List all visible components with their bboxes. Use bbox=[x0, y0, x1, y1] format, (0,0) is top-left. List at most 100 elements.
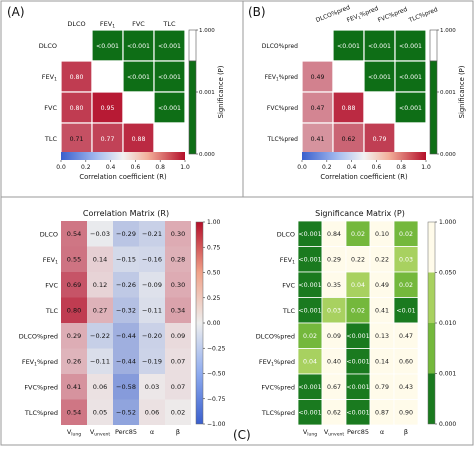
sig-col-label-3: α bbox=[380, 428, 384, 436]
corr-row-label-5-suffix: %pred bbox=[37, 358, 58, 366]
corr-row-label-1: FEV1 bbox=[43, 256, 58, 266]
corr-cell-7-4 bbox=[165, 399, 191, 425]
sig-cell-value-7-4: 0.90 bbox=[399, 410, 413, 417]
cell-0-0 bbox=[60, 29, 93, 62]
corr-row-label-5: FEV1%pred bbox=[22, 358, 58, 368]
corr-cell-2-4 bbox=[165, 272, 191, 298]
corr-cell-1-3 bbox=[139, 246, 165, 272]
corr-col-label-3: α bbox=[150, 428, 154, 436]
corr-col-label-1-base: V bbox=[90, 428, 95, 436]
sig-col-label-3-base: α bbox=[380, 428, 384, 436]
panel-c-frame bbox=[0, 196, 474, 446]
cell-value-2-1: 0.95 bbox=[101, 105, 115, 112]
corr-tick-label-5: 1.0 bbox=[180, 164, 190, 171]
corr-cell-value-6-3: 0.03 bbox=[145, 383, 159, 391]
corr-cell-value-1-0: 0.55 bbox=[67, 256, 81, 264]
cell-2-2 bbox=[363, 91, 396, 124]
corr-cell-6-0 bbox=[61, 374, 87, 400]
row-label-3: TLC%pred bbox=[266, 136, 298, 143]
col-label-3: TLC%pred bbox=[407, 6, 439, 24]
corr-cell-value-3-3: −0.11 bbox=[142, 307, 162, 315]
corr-cell-5-4 bbox=[165, 348, 191, 374]
corr-tick-label-1: 0.2 bbox=[322, 164, 332, 171]
sig-cell-value-3-0: <0.001 bbox=[298, 308, 321, 315]
sig-cell-4-0 bbox=[297, 322, 323, 349]
sig-cell-7-0 bbox=[297, 399, 323, 426]
corr-cell-value-2-2: −0.26 bbox=[116, 281, 136, 289]
corr-cell-value-7-1: 0.05 bbox=[93, 409, 107, 417]
corr-cell-4-0 bbox=[61, 323, 87, 349]
cell-value-3-0: 0.71 bbox=[70, 136, 84, 143]
corr-cell-6-2 bbox=[113, 374, 139, 400]
sig-cell-value-1-4: 0.03 bbox=[399, 257, 413, 264]
corr-cell-value-4-4: 0.09 bbox=[171, 332, 185, 340]
corr-cell-3-4 bbox=[165, 297, 191, 323]
cell-1-1 bbox=[91, 60, 124, 93]
col-label-2: FVC%pred bbox=[377, 6, 409, 24]
corr-row-label-0: DLCO bbox=[40, 230, 58, 238]
sig-cell-6-4 bbox=[393, 373, 419, 400]
corr-colorbar-label: Correlation coefficient (R) bbox=[320, 173, 408, 181]
corr-cell-value-4-0: 0.29 bbox=[67, 332, 81, 340]
sig-cell-value-1-1: 0.29 bbox=[327, 257, 341, 264]
sig-cell-2-2 bbox=[345, 271, 371, 298]
sig-cell-value-1-3: 0.22 bbox=[375, 257, 389, 264]
cell-0-3 bbox=[153, 29, 186, 62]
corr-cell-2-0 bbox=[61, 272, 87, 298]
sig-cell-3-4 bbox=[393, 297, 419, 324]
sig-row-label-2: FVC bbox=[282, 281, 295, 289]
corr-cell-0-4 bbox=[165, 221, 191, 247]
cell-1-1 bbox=[332, 60, 365, 93]
sig-cell-1-0 bbox=[297, 246, 323, 273]
corr-cell-value-2-3: −0.09 bbox=[142, 281, 162, 289]
sig-cell-value-2-2: 0.04 bbox=[351, 282, 365, 289]
row-label-2: FVC bbox=[44, 104, 57, 112]
sig-cell-value-5-0: 0.04 bbox=[303, 359, 317, 366]
sig-tick-label-0: 1.000 bbox=[199, 28, 215, 34]
corr-row-label-5-sub: 1 bbox=[34, 361, 37, 367]
corr-colorbar-label: Correlation coefficient (R) bbox=[79, 173, 167, 181]
sig-row-label-3: TLC bbox=[282, 307, 296, 315]
col-label-3: TLC bbox=[162, 20, 176, 28]
cell-0-1 bbox=[332, 29, 365, 62]
row-label-1: FEV1 bbox=[42, 73, 57, 83]
corr-cell-3-3 bbox=[139, 297, 165, 323]
cell-2-3 bbox=[153, 91, 186, 124]
cell-1-3 bbox=[394, 60, 427, 93]
cell-1-0 bbox=[301, 60, 334, 93]
corr-col-label-4-base: β bbox=[176, 428, 180, 436]
corr-matrix-tick-label-2: 0.50 bbox=[207, 270, 221, 277]
cell-0-0 bbox=[301, 29, 334, 62]
sig-cell-value-6-4: 0.43 bbox=[399, 384, 413, 391]
row-label-1-sub: 1 bbox=[54, 77, 57, 83]
row-label-3: TLC bbox=[44, 135, 58, 143]
cell-value-2-1: 0.88 bbox=[342, 105, 356, 112]
corr-tick-label-3: 0.6 bbox=[131, 164, 141, 171]
corr-cell-value-4-3: −0.20 bbox=[142, 332, 162, 340]
sig-cell-value-0-2: 0.02 bbox=[351, 231, 365, 238]
sig-row-label-0: DLCO bbox=[277, 230, 295, 238]
sig-cell-value-2-1: 0.35 bbox=[327, 282, 341, 289]
col-label-3-base: TLC bbox=[162, 20, 176, 28]
cell-1-3 bbox=[153, 60, 186, 93]
row-label-3-base: TLC%pred bbox=[266, 136, 298, 143]
sig-matrix-title: Significance Matrix (P) bbox=[315, 209, 405, 218]
sig-row-label-5: FEV1%pred bbox=[259, 358, 295, 368]
corr-matrix-tick-label-7: −0.75 bbox=[207, 396, 226, 403]
corr-cell-0-0 bbox=[61, 221, 87, 247]
corr-row-label-7: TLC%pred bbox=[24, 409, 58, 417]
corr-tick-label-4: 0.8 bbox=[155, 164, 165, 171]
sig-cell-value-6-0: <0.001 bbox=[298, 384, 321, 391]
sig-row-label-5-sub: 1 bbox=[271, 361, 274, 367]
corr-cell-value-7-2: −0.52 bbox=[116, 409, 136, 417]
row-label-0-base: DLCO bbox=[39, 42, 57, 50]
corr-cell-value-0-3: −0.21 bbox=[142, 230, 162, 238]
sig-cell-value-0-0: <0.001 bbox=[298, 231, 321, 238]
sig-matrix-tick-label-0: 1.000 bbox=[439, 219, 456, 226]
sig-cell-5-1 bbox=[321, 348, 347, 375]
col-label-2-base: FVC%pred bbox=[377, 6, 409, 24]
sig-cell-2-3 bbox=[369, 271, 395, 298]
sig-cell-value-2-0: <0.001 bbox=[298, 282, 321, 289]
sig-matrix-colorbar-seg-3 bbox=[428, 373, 435, 424]
corr-cell-0-3 bbox=[139, 221, 165, 247]
